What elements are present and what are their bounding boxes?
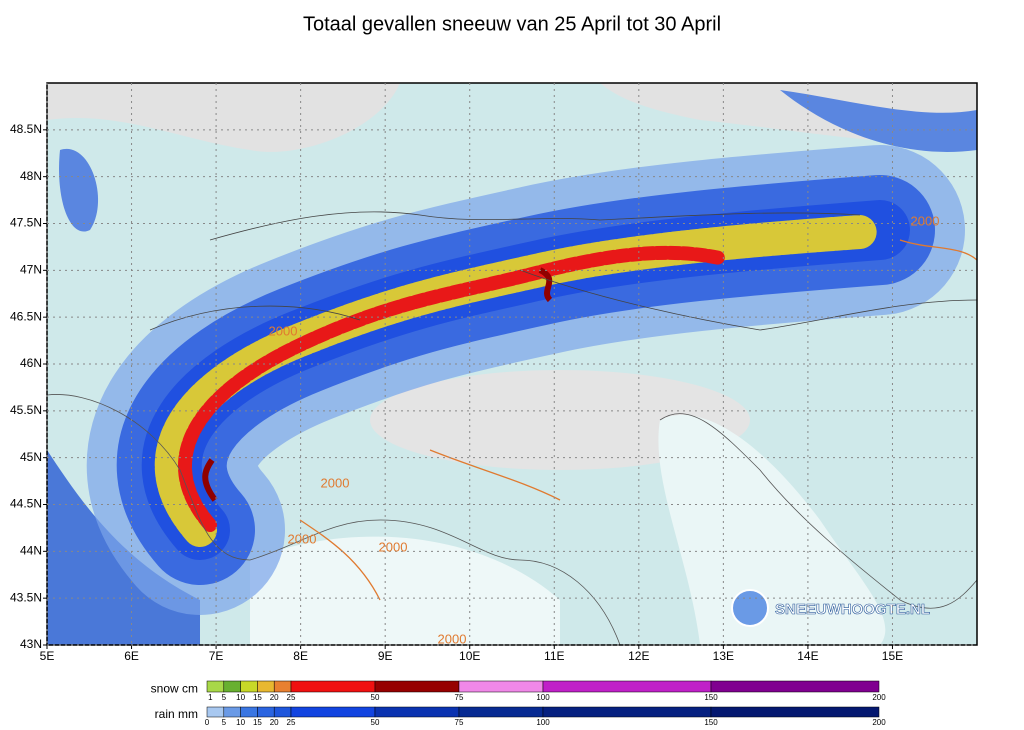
- x-tick-label: 13E: [713, 649, 734, 663]
- contour-line: [299, 239, 977, 601]
- x-tick-label: 11E: [544, 649, 564, 663]
- legend-tick-label: 150: [704, 718, 718, 727]
- snow-peak: [202, 267, 553, 502]
- legend-tick-label: 150: [704, 693, 718, 702]
- legend-tick-label: 100: [536, 718, 550, 727]
- legend-tick-label: 20: [270, 693, 279, 702]
- contour-label: 2000: [321, 475, 350, 490]
- po-valley: [370, 370, 750, 470]
- dry-area: [47, 83, 400, 152]
- legend-swatch: [542, 680, 712, 693]
- contour-label: 2000: [438, 631, 467, 646]
- legend-tick-label: 10: [236, 693, 245, 702]
- y-tick-label: 44N: [20, 544, 42, 558]
- x-tick-label: 15E: [882, 649, 903, 663]
- x-tick-label: 7E: [209, 649, 224, 663]
- x-tick-label: 10E: [459, 649, 480, 663]
- x-tick-label: 6E: [124, 649, 139, 663]
- legend-tick-label: 20: [270, 718, 279, 727]
- y-tick-label: 45N: [20, 450, 42, 464]
- legend-tick-label: 50: [371, 718, 380, 727]
- legend-swatch: [273, 680, 292, 693]
- legend-swatch: [240, 680, 258, 693]
- legend-tick-label: 5: [222, 693, 227, 702]
- legend-tick-label: 100: [536, 693, 550, 702]
- legend-tick-label: 75: [455, 718, 464, 727]
- legend-title: snow cm: [151, 682, 198, 696]
- legend-tick-label: 1: [208, 693, 213, 702]
- rain-area: [780, 90, 977, 152]
- legend-swatch: [374, 706, 460, 718]
- legend-title: rain mm: [155, 707, 198, 721]
- y-tick-label: 45.5N: [10, 403, 42, 417]
- legend-tick-label: 15: [253, 718, 262, 727]
- contour-label: 2000: [288, 531, 317, 546]
- legend-swatch: [223, 680, 241, 693]
- legend-swatch: [710, 680, 880, 693]
- legend-tick-label: 25: [287, 693, 296, 702]
- legend-swatch: [290, 706, 376, 718]
- legend-tick-label: 75: [455, 693, 464, 702]
- x-tick-label: 5E: [40, 649, 55, 663]
- legend-tick-label: 200: [872, 693, 886, 702]
- legend-tick-label: 50: [371, 693, 380, 702]
- coastline: [659, 413, 977, 609]
- y-tick-label: 48.5N: [10, 122, 42, 136]
- legend-swatch: [223, 706, 241, 718]
- contour-label: 2000: [911, 213, 940, 228]
- y-tick-label: 46.5N: [10, 309, 42, 323]
- y-tick-label: 43N: [20, 637, 42, 651]
- legend-swatch: [458, 680, 544, 693]
- legend-swatch: [206, 706, 225, 718]
- contour-label: 2000: [269, 323, 298, 338]
- y-tick-label: 48N: [20, 169, 42, 183]
- x-tick-label: 12E: [628, 649, 649, 663]
- legend-swatch: [374, 680, 460, 693]
- y-tick-label: 47N: [20, 263, 42, 277]
- snow-band: [178, 245, 727, 532]
- border: [149, 211, 977, 331]
- x-tick-label: 9E: [378, 649, 393, 663]
- contour-label: 2000: [379, 539, 408, 554]
- legend-tick-label: 10: [236, 718, 245, 727]
- legend-swatch: [458, 706, 544, 718]
- logo: SNEEUWHOOGTE.NL: [775, 601, 930, 618]
- legend-tick-label: 0: [205, 718, 210, 727]
- legend-swatch: [257, 706, 275, 718]
- legend-swatch: [290, 680, 376, 693]
- legend-tick-label: 15: [253, 693, 262, 702]
- y-tick-label: 47.5N: [10, 216, 42, 230]
- coastline: [47, 394, 621, 645]
- legend-swatch: [240, 706, 258, 718]
- sea: [250, 536, 560, 645]
- legend-tick-label: 5: [222, 718, 227, 727]
- legend-tick-label: 200: [872, 718, 886, 727]
- legend-swatch: [710, 706, 880, 718]
- x-tick-label: 14E: [797, 649, 818, 663]
- y-tick-label: 43.5N: [10, 590, 42, 604]
- legend-tick-label: 25: [287, 718, 296, 727]
- y-tick-label: 44.5N: [10, 497, 42, 511]
- legend-swatch: [542, 706, 712, 718]
- x-tick-label: 8E: [293, 649, 308, 663]
- legend-swatch: [273, 706, 292, 718]
- logo-icon: [731, 589, 769, 627]
- legend-swatch: [206, 680, 225, 693]
- sea: [658, 414, 886, 645]
- legend-swatch: [257, 680, 275, 693]
- y-tick-label: 46N: [20, 356, 42, 370]
- rain-area: [59, 148, 99, 232]
- title: Totaal gevallen sneeuw van 25 April tot …: [303, 13, 721, 35]
